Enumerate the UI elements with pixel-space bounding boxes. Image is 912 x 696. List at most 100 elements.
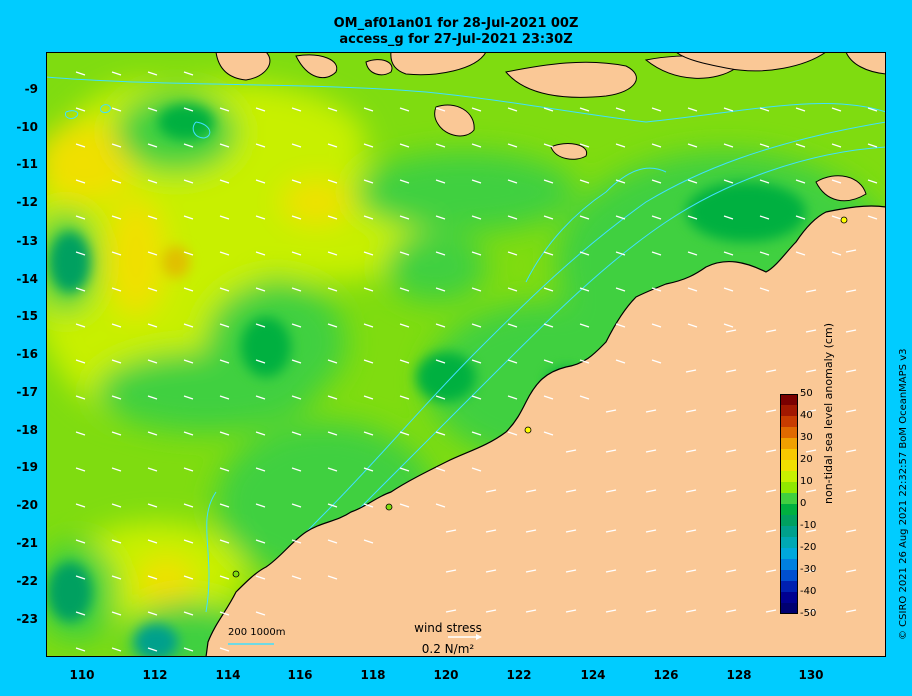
wind-arrow — [147, 71, 158, 76]
wind-arrow — [147, 503, 158, 508]
wind-arrow — [471, 431, 482, 436]
wind-arrow — [579, 215, 590, 220]
wind-arrow — [845, 609, 857, 613]
wind-arrow — [605, 449, 617, 453]
wind-arrow — [765, 369, 777, 373]
wind-arrow — [723, 287, 734, 292]
wind-arrow — [485, 609, 497, 613]
colorbar-cell — [780, 581, 798, 593]
wind-arrow — [399, 467, 410, 472]
wind-arrow — [327, 395, 338, 400]
wind-arrow — [147, 359, 158, 364]
x-tick-label: 124 — [580, 668, 606, 682]
wind-arrow — [111, 323, 122, 328]
wind-arrow — [645, 489, 657, 493]
wind-arrow — [867, 143, 878, 148]
wind-arrow — [795, 215, 806, 220]
wind-arrow — [399, 287, 410, 292]
wind-arrow — [183, 215, 194, 220]
wind-arrow — [147, 647, 158, 652]
wind-arrow — [845, 529, 857, 533]
colorbar-cell — [780, 559, 798, 571]
wind-arrow — [685, 369, 697, 373]
wind-arrow — [399, 323, 410, 328]
wind-arrow — [795, 179, 806, 184]
wind-arrow — [183, 251, 194, 256]
wind-arrow — [75, 359, 86, 364]
wind-arrow — [651, 251, 662, 256]
wind-arrow — [765, 409, 777, 413]
y-tick-label: -17 — [16, 385, 38, 399]
wind-arrow — [507, 323, 518, 328]
wind-arrow — [399, 503, 410, 508]
wind-arrow — [219, 215, 230, 220]
wind-arrow — [485, 489, 497, 493]
colorbar-cell — [780, 405, 798, 417]
wind-arrow — [435, 503, 446, 508]
wind-arrow — [75, 539, 86, 544]
wind-arrow — [759, 107, 770, 112]
wind-arrow — [183, 179, 194, 184]
x-tick-label: 122 — [506, 668, 532, 682]
wind-arrow — [565, 609, 577, 613]
wind-arrow — [725, 409, 737, 413]
wind-arrow — [75, 503, 86, 508]
wind-arrow — [759, 179, 770, 184]
wind-arrow — [147, 323, 158, 328]
wind-arrow — [507, 431, 518, 436]
wind-arrow — [255, 215, 266, 220]
wind-arrow — [255, 575, 266, 580]
map-frame — [46, 52, 886, 657]
wind-arrow — [291, 467, 302, 472]
wind-arrow — [725, 489, 737, 493]
wind-arrow — [327, 107, 338, 112]
wind-arrow — [795, 107, 806, 112]
wind-arrow — [543, 431, 554, 436]
wind-arrow — [445, 529, 457, 533]
wind-arrow — [399, 179, 410, 184]
wind-arrow — [399, 143, 410, 148]
wind-arrow — [615, 359, 626, 364]
wind-arrow — [435, 143, 446, 148]
wind-arrow — [687, 215, 698, 220]
wind-arrow — [605, 409, 617, 413]
wind-arrow — [845, 329, 857, 333]
wind-arrow — [399, 359, 410, 364]
wind-arrow — [363, 251, 374, 256]
wind-arrow — [685, 609, 697, 613]
wind-arrow — [615, 107, 626, 112]
wind-arrow — [867, 179, 878, 184]
wind-arrow — [795, 251, 806, 256]
wind-arrow — [75, 251, 86, 256]
wind-arrow — [183, 539, 194, 544]
wind-arrow — [219, 575, 230, 580]
wind-arrow — [795, 143, 806, 148]
wind-arrow — [111, 251, 122, 256]
wind-arrow — [765, 609, 777, 613]
colorbar-cell — [780, 449, 798, 461]
wind-arrow — [687, 179, 698, 184]
wind-arrow — [255, 287, 266, 292]
colorbar-tick: -10 — [800, 520, 817, 531]
wind-arrow — [805, 489, 817, 493]
y-tick-label: -13 — [16, 234, 38, 248]
wind-arrow — [507, 251, 518, 256]
wind-arrow — [615, 287, 626, 292]
wind-arrow — [805, 329, 817, 333]
wind-arrow — [255, 251, 266, 256]
wind-arrow — [805, 529, 817, 533]
wind-arrow — [507, 143, 518, 148]
wind-arrow — [75, 107, 86, 112]
wind-arrow — [725, 609, 737, 613]
colorbar-tick: 50 — [800, 388, 813, 399]
wind-arrow — [147, 611, 158, 616]
wind-arrow — [111, 647, 122, 652]
wind-arrow — [219, 467, 230, 472]
wind-arrow — [147, 251, 158, 256]
wind-arrow — [645, 529, 657, 533]
wind-arrow — [651, 323, 662, 328]
wind-arrow — [291, 287, 302, 292]
wind-arrow — [471, 215, 482, 220]
wind-arrow — [579, 359, 590, 364]
wind-arrow — [471, 107, 482, 112]
